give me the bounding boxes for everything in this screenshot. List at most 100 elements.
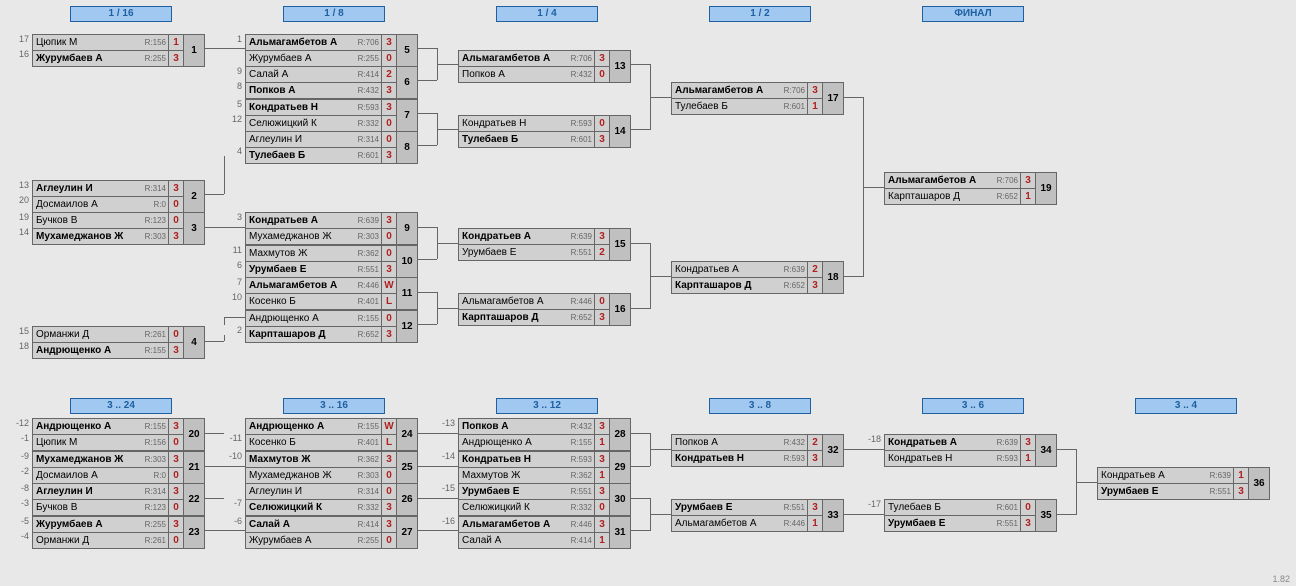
bracket-connector <box>650 276 671 277</box>
player-row: Кондратьев НR:5933 <box>671 450 823 467</box>
bracket-connector <box>839 514 884 515</box>
player-row: -3Бучков ВR:1230 <box>32 499 184 516</box>
player-name: Салай А <box>246 519 351 530</box>
bracket-connector <box>650 97 671 98</box>
player-name: Орманжи Д <box>33 329 138 340</box>
match-number: 31 <box>609 516 631 549</box>
player-name: Урумбаев Е <box>1098 486 1203 497</box>
player-name: Андрющенко А <box>33 345 138 356</box>
player-seed: 13 <box>11 180 32 190</box>
player-score: 3 <box>594 452 609 467</box>
match-number: 30 <box>609 483 631 516</box>
round-header-c8: 3 .. 8 <box>709 398 811 414</box>
round-header-r16: 1 / 16 <box>70 6 172 22</box>
player-row: 14Мухамеджанов ЖR:3033 <box>32 228 184 245</box>
player-score: 3 <box>1020 173 1035 188</box>
player-name: Альмагамбетов А <box>246 280 351 291</box>
player-rating: R:551 <box>990 519 1020 528</box>
match-number: 33 <box>822 499 844 532</box>
player-name: Мухамеджанов Ж <box>33 231 138 242</box>
player-name: Андрющенко А <box>33 421 138 432</box>
match-11: 7Альмагамбетов АR:446W10Косенко БR:401L1… <box>245 277 418 310</box>
player-row: Андрющенко АR:1550 <box>245 310 397 327</box>
match-number: 3 <box>183 212 205 245</box>
bracket-connector <box>437 243 438 259</box>
player-row: Кондратьев АR:6393 <box>458 228 610 245</box>
player-seed: -16 <box>437 516 458 526</box>
player-score: 3 <box>1020 516 1035 531</box>
match-number: 22 <box>183 483 205 516</box>
match-number: 11 <box>396 277 418 310</box>
player-name: Альмагамбетов А <box>672 85 777 96</box>
player-rating: R:155 <box>138 346 168 355</box>
player-name: Карпташаров Д <box>246 329 351 340</box>
match-21: -9Мухамеджанов ЖR:3033-2Досмаилов АR:002… <box>32 451 205 484</box>
player-name: Андрющенко А <box>246 313 351 324</box>
round-header-r4: 1 / 4 <box>496 6 598 22</box>
bracket-connector <box>437 64 438 80</box>
match-number: 10 <box>396 245 418 278</box>
player-score: 3 <box>594 419 609 434</box>
bracket-connector <box>863 187 884 188</box>
round-header-c24: 3 .. 24 <box>70 398 172 414</box>
player-rating: R:401 <box>351 297 381 306</box>
bracket-connector <box>437 243 458 244</box>
bracket-connector <box>650 449 651 466</box>
bracket-connector <box>200 466 245 467</box>
player-score: 0 <box>594 294 609 309</box>
player-rating: R:314 <box>138 184 168 193</box>
player-seed: 7 <box>224 277 245 287</box>
player-name: Попков А <box>459 69 564 80</box>
player-name: Андрющенко А <box>459 437 564 448</box>
bracket-connector <box>1076 482 1077 515</box>
player-name: Тулебаев Б <box>246 150 351 161</box>
match-number: 28 <box>609 418 631 451</box>
round-header-final: ФИНАЛ <box>922 6 1024 22</box>
player-name: Альмагамбетов А <box>246 37 351 48</box>
player-row: Альмагамбетов АR:7063 <box>884 172 1036 189</box>
match-number: 23 <box>183 516 205 549</box>
player-name: Урумбаев Е <box>459 247 564 258</box>
player-row: 10Косенко БR:401L <box>245 293 397 310</box>
player-seed: -3 <box>11 498 32 508</box>
player-score: 1 <box>594 533 609 548</box>
player-row: Селюжицкий КR:3320 <box>458 499 610 516</box>
player-rating: R:432 <box>351 86 381 95</box>
player-name: Цюпик М <box>33 437 138 448</box>
player-rating: R:156 <box>138 38 168 47</box>
player-score: 3 <box>381 262 396 277</box>
bracket-connector <box>224 153 225 194</box>
player-row: Альмагамбетов АR:7063 <box>671 82 823 99</box>
player-score: 2 <box>807 435 822 450</box>
player-row: Махмутов ЖR:3621 <box>458 467 610 484</box>
player-row: -13Попков АR:4323 <box>458 418 610 435</box>
player-rating: R:362 <box>564 471 594 480</box>
match-29: -14Кондратьев НR:5933Махмутов ЖR:362129 <box>458 451 631 484</box>
player-rating: R:432 <box>777 438 807 447</box>
player-rating: R:332 <box>564 503 594 512</box>
player-row: Альмагамбетов АR:4461 <box>671 515 823 532</box>
player-name: Журумбаев А <box>33 53 138 64</box>
player-score: 1 <box>807 516 822 531</box>
match-number: 15 <box>609 228 631 261</box>
player-seed: 6 <box>224 260 245 270</box>
player-rating: R:593 <box>777 454 807 463</box>
round-header-c4: 3 .. 4 <box>1135 398 1237 414</box>
bracket-connector <box>650 64 651 97</box>
player-row: Кондратьев АR:6391 <box>1097 467 1249 484</box>
player-row: 7Альмагамбетов АR:446W <box>245 277 397 294</box>
player-seed: -9 <box>11 451 32 461</box>
player-name: Цюпик М <box>33 37 138 48</box>
player-score: 3 <box>1020 435 1035 450</box>
player-score: 3 <box>381 35 396 50</box>
player-score: 0 <box>168 197 183 212</box>
match-19: Альмагамбетов АR:7063Карпташаров ДR:6521… <box>884 172 1057 205</box>
match-16: Альмагамбетов АR:4460Карпташаров ДR:6523… <box>458 293 631 326</box>
player-row: Тулебаев БR:6011 <box>671 98 823 115</box>
player-score: 0 <box>168 500 183 515</box>
player-rating: R:706 <box>564 54 594 63</box>
bracket-connector <box>863 187 864 277</box>
player-row: -7Селюжицкий КR:3323 <box>245 499 397 516</box>
bracket-connector <box>437 308 438 324</box>
player-row: Урумбаев ЕR:5513 <box>1097 483 1249 500</box>
